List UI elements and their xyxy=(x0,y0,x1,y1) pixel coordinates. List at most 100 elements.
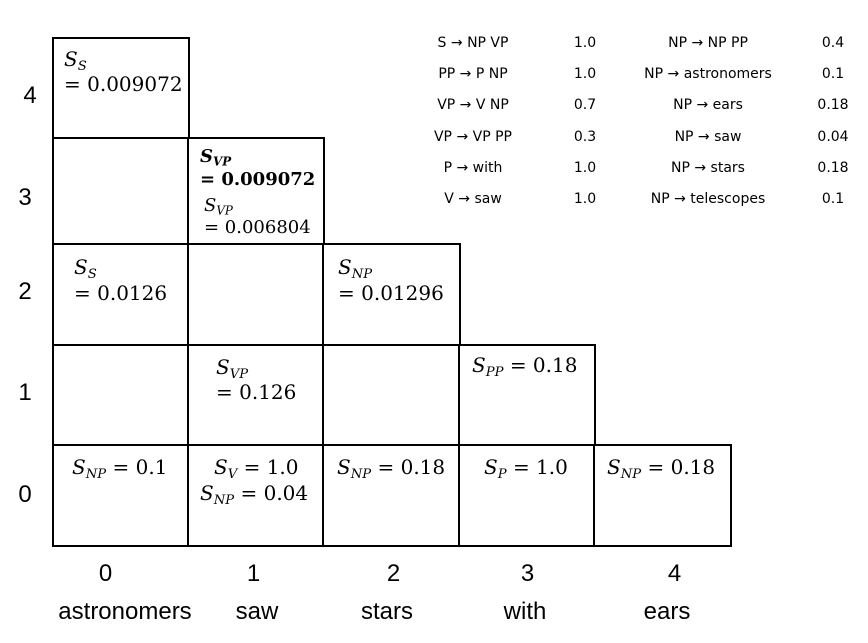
grammar-prob: 0.7 xyxy=(573,97,597,113)
grammar-rule: NP → astronomers xyxy=(644,66,772,82)
entry-r0c0-1: SNP = 0.1 xyxy=(72,456,167,486)
value: = 1.0 xyxy=(243,455,299,479)
grammar-rule: PP → P NP xyxy=(438,66,508,82)
subscript: NP xyxy=(351,266,373,282)
entry-r1c1-1: SVP xyxy=(216,356,248,386)
value: = 0.01296 xyxy=(338,281,444,305)
value: = 0.006804 xyxy=(204,217,311,238)
entry-r2c2-1: SNP xyxy=(338,256,372,286)
grammar-prob: 1.0 xyxy=(573,160,597,176)
grammar-prob: 1.0 xyxy=(573,35,597,51)
col-label-4: 4 xyxy=(667,560,682,587)
word-with: with xyxy=(503,598,547,625)
subscript: S xyxy=(77,58,87,74)
entry-r2c0-1: SS xyxy=(74,256,97,286)
grammar-rule: NP → saw xyxy=(674,129,742,145)
grammar-prob: 1.0 xyxy=(573,66,597,82)
grammar-rule: NP → telescopes xyxy=(650,191,766,207)
row-label-4: 4 xyxy=(23,82,37,109)
grammar-prob: 0.3 xyxy=(573,129,597,145)
symbol: S xyxy=(338,255,352,279)
grammar-rule: VP → VP PP xyxy=(433,129,512,145)
chart-cell-r1c0 xyxy=(52,344,190,447)
subscript: PP xyxy=(485,364,504,380)
entry-r2c0-1-value: = 0.0126 xyxy=(74,282,167,304)
entry-r1c1-1-value: = 0.126 xyxy=(216,381,296,403)
symbol: S xyxy=(200,146,213,167)
grammar-prob: 0.4 xyxy=(821,35,845,51)
grammar-prob: 0.1 xyxy=(821,66,845,82)
chart-cell-r0c0 xyxy=(52,444,190,547)
grammar-rule: VP → V NP xyxy=(437,97,509,113)
entry-r0c4-1: SNP = 0.18 xyxy=(607,456,715,486)
value: = 0.1 xyxy=(112,455,168,479)
symbol: S xyxy=(472,353,486,377)
grammar-rule: V → saw xyxy=(444,191,502,207)
symbol: S xyxy=(72,455,86,479)
grammar-rule: S → NP VP xyxy=(437,35,509,51)
subscript: VP xyxy=(213,154,232,169)
subscript: VP xyxy=(216,203,233,218)
symbol: S xyxy=(200,481,214,505)
symbol: S xyxy=(74,255,88,279)
symbol: S xyxy=(64,47,78,71)
value: = 1.0 xyxy=(512,455,568,479)
entry-r0c2-1: SNP = 0.18 xyxy=(337,456,445,486)
grammar-rule: NP → stars xyxy=(671,160,745,176)
symbol: S xyxy=(204,195,217,216)
entry-r3c1-1-value: = 0.009072 xyxy=(200,170,315,190)
chart-cell-r4c0 xyxy=(52,37,190,140)
word-stars: stars xyxy=(360,598,413,625)
grammar-rule: NP → ears xyxy=(673,97,743,113)
grammar-rule: P → with xyxy=(443,160,503,176)
chart-cell-r0c1 xyxy=(187,444,325,547)
value: = 0.009072 xyxy=(200,169,316,190)
symbol: S xyxy=(337,455,351,479)
col-label-0: 0 xyxy=(98,560,113,587)
entry-r0c1-2: SNP = 0.04 xyxy=(200,482,308,512)
entry-r1c3-1: SPP = 0.18 xyxy=(472,354,577,384)
col-label-3: 3 xyxy=(520,560,535,587)
chart-cell-r0c4 xyxy=(593,444,732,547)
value: = 0.126 xyxy=(216,380,297,404)
grammar-prob: 0.18 xyxy=(817,160,849,176)
subscript: NP xyxy=(85,466,107,482)
entry-r3c1-2-value: = 0.006804 xyxy=(204,218,311,238)
symbol: S xyxy=(484,455,498,479)
entry-r0c1-1: SV = 1.0 xyxy=(214,456,299,486)
value: = 0.04 xyxy=(240,481,309,505)
subscript: NP xyxy=(213,492,235,508)
subscript: V xyxy=(227,466,238,482)
word-ears: ears xyxy=(643,598,691,625)
subscript: VP xyxy=(229,366,249,382)
grammar-prob: 0.04 xyxy=(817,129,849,145)
chart-cell-r3c1 xyxy=(187,137,325,246)
subscript: P xyxy=(497,466,507,482)
symbol: S xyxy=(216,355,230,379)
chart-cell-r1c3 xyxy=(458,344,596,447)
grammar-rule: NP → NP PP xyxy=(668,35,748,51)
grammar-prob: 0.18 xyxy=(817,97,849,113)
word-saw: saw xyxy=(235,598,279,625)
entry-r0c3-1: SP = 1.0 xyxy=(484,456,568,486)
chart-cell-r2c1 xyxy=(187,243,325,347)
row-label-3: 3 xyxy=(18,184,32,211)
entry-r3c1-2: SVP xyxy=(204,196,233,221)
row-label-2: 2 xyxy=(18,278,32,305)
value: = 0.18 xyxy=(377,455,446,479)
symbol: S xyxy=(607,455,621,479)
value: = 0.18 xyxy=(647,455,716,479)
subscript: S xyxy=(87,266,97,282)
grammar-prob: 0.1 xyxy=(821,191,845,207)
entry-r2c2-1-value: = 0.01296 xyxy=(338,282,444,304)
chart-cell-r2c2 xyxy=(322,243,461,347)
grammar-prob: 1.0 xyxy=(573,191,597,207)
entry-r4c0-1-value: = 0.009072 xyxy=(64,73,183,95)
chart-cell-r0c3 xyxy=(458,444,596,547)
chart-cell-r1c2 xyxy=(322,344,461,447)
col-label-2: 2 xyxy=(386,560,401,587)
value: = 0.009072 xyxy=(64,72,183,96)
row-label-1: 1 xyxy=(18,379,32,406)
value: = 0.0126 xyxy=(74,281,168,305)
subscript: NP xyxy=(350,466,372,482)
